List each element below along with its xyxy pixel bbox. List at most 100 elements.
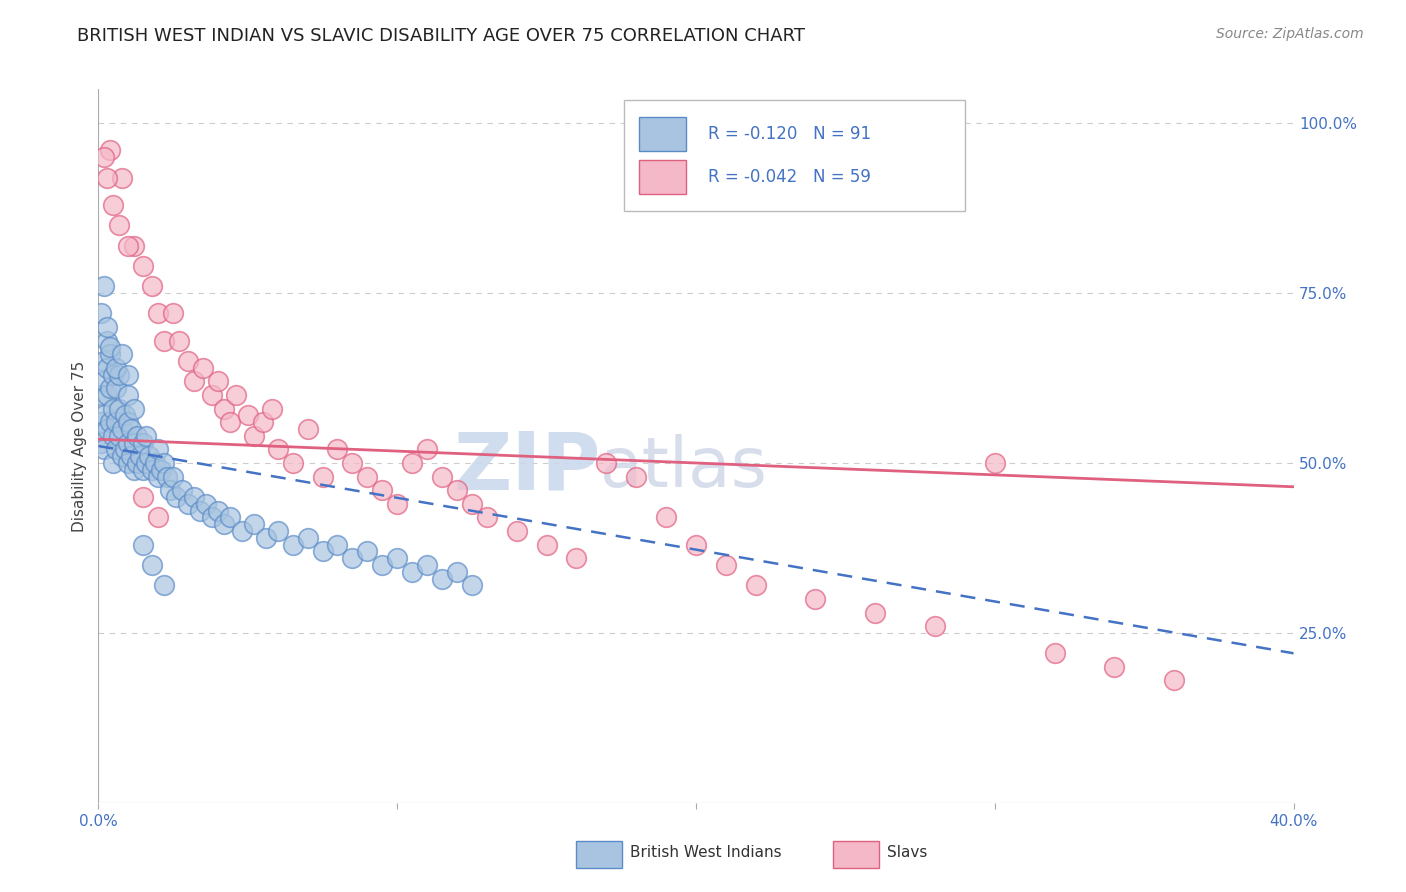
Point [446,483,468,498]
Point [90,306,112,320]
FancyBboxPatch shape [576,841,621,869]
Point [117,415,139,429]
Point [93,409,115,423]
Point [201,388,224,402]
Point [461,578,484,592]
Point [252,415,274,429]
Point [243,517,266,532]
Point [117,368,139,382]
Point [111,449,134,463]
Point [129,449,152,463]
Point [148,442,170,457]
Point [90,415,112,429]
Point [132,490,155,504]
Point [156,469,179,483]
Point [159,483,181,498]
Point [219,510,242,524]
Point [191,360,214,375]
Point [120,449,142,463]
Point [90,388,112,402]
Point [103,368,125,382]
Point [385,497,409,511]
Point [188,503,211,517]
Point [105,415,128,429]
Point [148,469,170,483]
Point [135,429,157,443]
Point [430,572,453,586]
Point [804,591,827,606]
Point [114,442,136,457]
Point [342,456,364,470]
Point [183,375,205,389]
Point [172,483,194,498]
Point [93,375,115,389]
Point [167,334,190,348]
Point [96,170,118,185]
Point [96,334,118,348]
Point [254,531,277,545]
Point [311,544,333,558]
Point [105,381,128,395]
Point [103,401,125,416]
Point [416,442,439,457]
Point [117,388,139,402]
Point [103,198,125,212]
Point [127,429,149,443]
Point [103,456,125,470]
Point [371,558,394,572]
Point [93,279,115,293]
Point [231,524,253,538]
Point [243,429,266,443]
Point [153,578,176,592]
Point [655,510,678,524]
Point [148,510,170,524]
Y-axis label: Disability Age Over 75: Disability Age Over 75 [72,360,87,532]
Point [984,456,1007,470]
Point [111,422,134,436]
Point [103,429,125,443]
Point [595,456,617,470]
Point [177,354,200,368]
Point [98,341,122,355]
Point [311,469,333,483]
Point [108,368,131,382]
Point [117,238,139,252]
Text: R = -0.042   N = 59: R = -0.042 N = 59 [709,168,870,186]
Point [135,456,157,470]
Point [212,517,235,532]
Point [96,388,118,402]
Point [536,537,558,551]
Point [111,347,134,361]
Point [124,401,146,416]
Point [132,259,155,273]
Text: Source: ZipAtlas.com: Source: ZipAtlas.com [1216,27,1364,41]
Text: atlas: atlas [600,434,768,501]
Point [117,456,139,470]
Point [225,388,247,402]
Point [93,354,115,368]
Text: Slavs: Slavs [887,846,928,860]
Point [132,537,155,551]
Point [1104,660,1126,674]
Point [506,524,529,538]
FancyBboxPatch shape [624,100,965,211]
Point [120,422,142,436]
Point [93,442,115,457]
Point [124,238,146,252]
Point [141,279,163,293]
Point [685,537,707,551]
Point [124,435,146,450]
Point [195,497,218,511]
Point [98,415,122,429]
Point [385,551,409,566]
Point [150,463,173,477]
Point [108,401,131,416]
Point [267,524,290,538]
Point [98,144,122,158]
Point [212,401,235,416]
Point [96,320,118,334]
Point [401,565,423,579]
Point [162,306,184,320]
Point [430,469,453,483]
Point [281,537,304,551]
